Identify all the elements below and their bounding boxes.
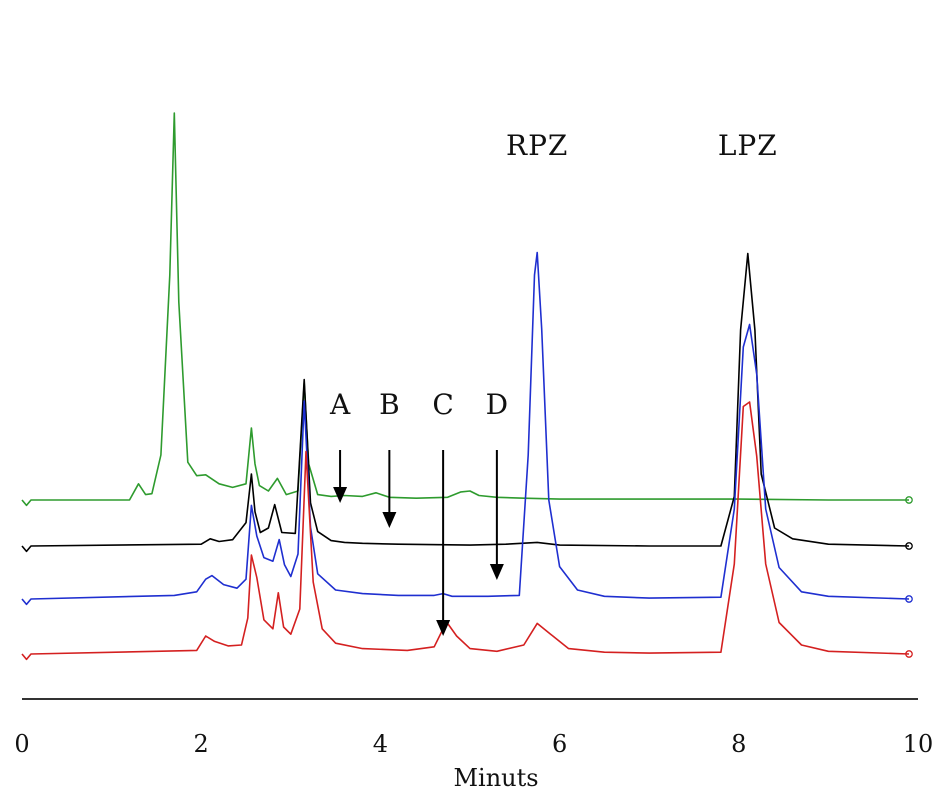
marker-label-a: A: [329, 388, 351, 421]
x-tick-label: 8: [731, 730, 746, 758]
x-tick-label: 10: [903, 730, 934, 758]
trace-end-marker-green: [905, 496, 913, 504]
peak-label-lpz: LPZ: [718, 129, 778, 162]
trace-end-marker-blue: [905, 595, 913, 603]
trace-red: [21, 401, 910, 661]
trace-end-marker-black: [905, 542, 913, 550]
marker-arrows: [333, 450, 504, 636]
peak-labels: RPZ LPZ: [506, 129, 778, 162]
arrow-head-c: [436, 620, 451, 636]
trace-blue: [21, 251, 910, 606]
x-tick-label: 6: [552, 730, 567, 758]
arrow-head-b: [382, 512, 397, 528]
x-tick-label: 4: [373, 730, 388, 758]
marker-label-d: D: [486, 388, 508, 421]
trace-end-marker-red: [905, 650, 913, 658]
trace-green: [21, 112, 909, 507]
trace-black: [21, 252, 910, 553]
arrow-head-d: [489, 564, 504, 580]
trace-group: [21, 112, 910, 661]
arrow-head-a: [333, 487, 348, 503]
peak-label-rpz: RPZ: [506, 129, 568, 162]
marker-label-c: C: [432, 388, 453, 421]
marker-label-b: B: [379, 388, 400, 421]
x-tick-label: 2: [194, 730, 209, 758]
x-axis-title: Minuts: [453, 764, 538, 792]
x-tick-labels: 0 2 4 6 8 10: [14, 730, 933, 758]
trace-end-markers: [905, 496, 913, 658]
x-tick-label: 0: [14, 730, 29, 758]
